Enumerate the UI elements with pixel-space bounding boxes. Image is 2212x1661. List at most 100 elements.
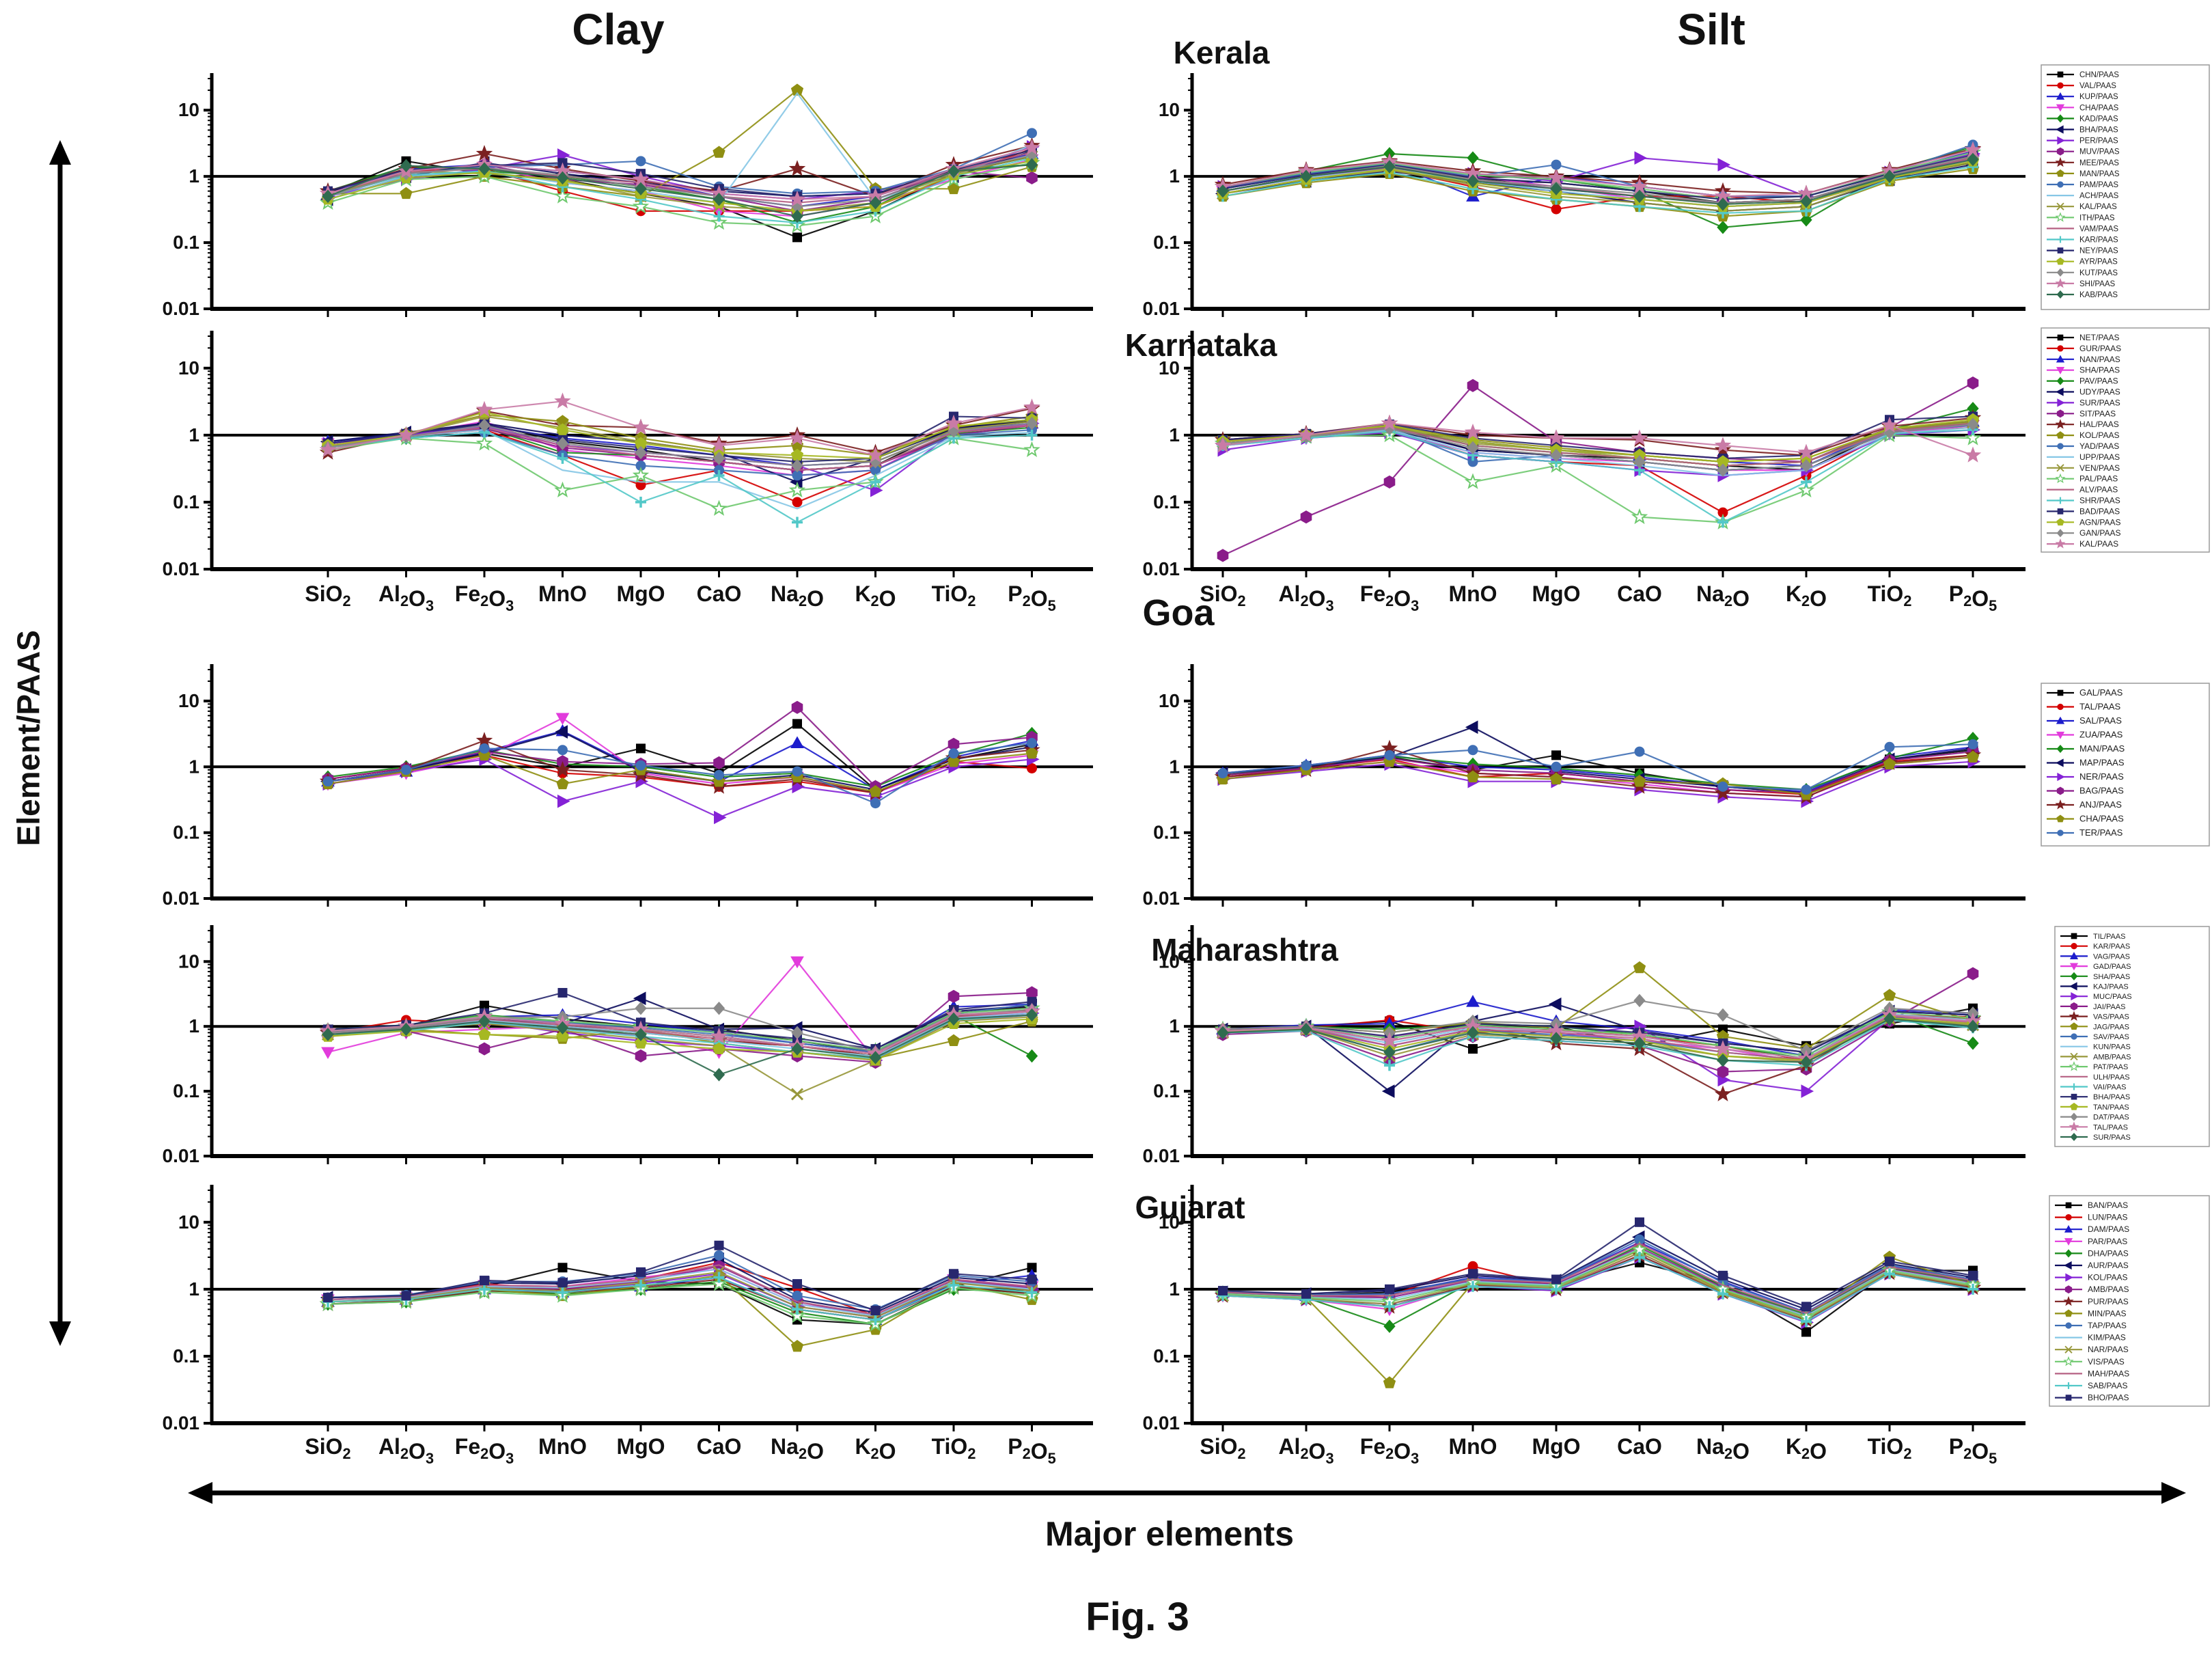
svg-text:P2O5: P2O5 [1008,581,1055,614]
svg-text:SHR/PAAS: SHR/PAAS [2079,496,2120,506]
svg-text:LUN/PAAS: LUN/PAAS [2088,1213,2127,1222]
svg-text:0.01: 0.01 [1143,1412,1180,1433]
svg-text:0.01: 0.01 [163,1145,200,1166]
svg-text:VAM/PAAS: VAM/PAAS [2079,225,2118,233]
panel-maharashtra-clay: 10 1 0.1 0.01 [163,925,1093,1166]
figure-caption: Fig. 3 [1086,1595,1189,1639]
svg-text:DAT/PAAS: DAT/PAAS [2093,1114,2129,1122]
svg-text:PAR/PAAS: PAR/PAAS [2088,1237,2127,1246]
svg-text:AUR/PAAS: AUR/PAAS [2088,1261,2129,1270]
panel-karnataka-silt: 10 1 0.1 0.01 [1143,331,2026,579]
svg-text:JAI/PAAS: JAI/PAAS [2093,1003,2125,1011]
svg-text:SiO2: SiO2 [1200,1434,1245,1462]
svg-text:0.1: 0.1 [173,822,199,843]
svg-text:SAV/PAAS: SAV/PAAS [2093,1033,2129,1041]
svg-text:MIN/PAAS: MIN/PAAS [2088,1308,2126,1318]
svg-text:NAR/PAAS: NAR/PAAS [2088,1345,2129,1354]
svg-text:KIM/PAAS: KIM/PAAS [2088,1333,2126,1343]
svg-text:UPP/PAAS: UPP/PAAS [2079,452,2120,462]
svg-text:SHA/PAAS: SHA/PAAS [2093,973,2130,981]
svg-text:CaO: CaO [697,581,742,606]
svg-text:TiO2: TiO2 [1868,1434,1912,1462]
svg-text:Na2O: Na2O [771,581,824,611]
svg-text:10: 10 [178,357,199,379]
svg-text:0.01: 0.01 [1143,888,1180,909]
svg-text:SiO2: SiO2 [305,581,350,609]
svg-text:AYR/PAAS: AYR/PAAS [2079,258,2118,266]
svg-text:ACH/PAAS: ACH/PAAS [2079,192,2119,200]
svg-text:TIL/PAAS: TIL/PAAS [2093,933,2125,941]
svg-text:0.1: 0.1 [1153,822,1180,843]
panel-goa-clay: 10 1 0.1 0.01 [163,664,1093,909]
svg-text:TER/PAAS: TER/PAAS [2079,827,2123,838]
svg-text:1: 1 [189,1278,199,1300]
svg-text:KAL/PAAS: KAL/PAAS [2079,203,2117,211]
svg-text:10: 10 [1159,357,1180,379]
svg-text:KUT/PAAS: KUT/PAAS [2079,269,2118,277]
svg-text:NET/PAAS: NET/PAAS [2079,333,2119,342]
svg-text:KAJ/PAAS: KAJ/PAAS [2093,983,2129,991]
arrowhead-right [2161,1482,2186,1504]
legend-karnataka: NET/PAAS GUR/PAAS NAN/PAAS SHA/PAASPAV/PAAS… [2041,327,2210,553]
svg-text:K2O: K2O [855,581,896,611]
svg-text:PER/PAAS: PER/PAAS [2079,137,2118,146]
svg-text:0.01: 0.01 [163,298,200,319]
svg-text:10: 10 [1159,99,1180,120]
svg-text:DHA/PAAS: DHA/PAAS [2088,1248,2129,1258]
silt-column-title: Silt [1677,5,1745,54]
svg-text:Fe2O3: Fe2O3 [1360,581,1419,614]
svg-text:1: 1 [1169,424,1180,445]
svg-text:P2O5: P2O5 [1008,1434,1055,1467]
svg-text:SHI/PAAS: SHI/PAAS [2079,280,2116,288]
svg-text:0.1: 0.1 [173,1080,199,1101]
svg-text:BAN/PAAS: BAN/PAAS [2088,1200,2128,1210]
svg-text:NAN/PAAS: NAN/PAAS [2079,355,2120,364]
svg-text:Fe2O3: Fe2O3 [455,1434,514,1467]
svg-text:UDY/PAAS: UDY/PAAS [2079,387,2120,397]
svg-text:MUC/PAAS: MUC/PAAS [2093,993,2132,1001]
svg-text:0.1: 0.1 [173,232,199,253]
svg-text:KAB/PAAS: KAB/PAAS [2079,291,2118,299]
svg-text:ANJ/PAAS: ANJ/PAAS [2079,799,2122,810]
svg-text:MUV/PAAS: MUV/PAAS [2079,148,2120,156]
svg-text:BHA/PAAS: BHA/PAAS [2093,1093,2130,1101]
svg-text:SiO2: SiO2 [1200,581,1245,609]
svg-text:GAN/PAAS: GAN/PAAS [2079,528,2120,538]
svg-text:HAL/PAAS: HAL/PAAS [2079,420,2119,429]
svg-text:GUR/PAAS: GUR/PAAS [2079,344,2121,353]
svg-text:KAL/PAAS: KAL/PAAS [2079,539,2118,549]
svg-text:ALV/PAAS: ALV/PAAS [2079,485,2118,495]
svg-text:1: 1 [189,1015,199,1037]
clay-column-title: Clay [572,5,665,54]
svg-text:Al2O3: Al2O3 [378,581,434,614]
svg-text:ZUA/PAAS: ZUA/PAAS [2079,730,2123,740]
svg-text:BHA/PAAS: BHA/PAAS [2079,126,2118,135]
svg-text:TiO2: TiO2 [932,581,976,609]
x-category-labels-clay-row5: SiO2 Al2O3 Fe2O3 MnO MgO CaO Na2O K2O TiO2 P2O5 [305,1434,1055,1467]
svg-text:1: 1 [189,165,199,187]
svg-text:SUR/PAAS: SUR/PAAS [2079,398,2120,407]
svg-text:MAH/PAAS: MAH/PAAS [2088,1369,2129,1378]
svg-text:PAL/PAAS: PAL/PAAS [2079,474,2118,484]
arrowhead-left [188,1482,212,1504]
svg-text:0.1: 0.1 [1153,1080,1180,1101]
svg-text:ULH/PAAS: ULH/PAAS [2093,1073,2130,1082]
panel-maharashtra-silt: 10 1 0.1 0.01 [1143,925,2026,1166]
arrowhead-up [49,140,71,165]
svg-text:K2O: K2O [1786,1434,1827,1464]
svg-text:0.01: 0.01 [1143,298,1180,319]
svg-text:SAB/PAAS: SAB/PAAS [2088,1381,2127,1390]
svg-text:0.01: 0.01 [163,888,200,909]
svg-text:PUR/PAAS: PUR/PAAS [2088,1297,2129,1306]
svg-text:YAD/PAAS: YAD/PAAS [2079,441,2119,451]
svg-text:10: 10 [1159,1211,1180,1233]
svg-text:1: 1 [1169,1278,1180,1300]
svg-text:VAS/PAAS: VAS/PAAS [2093,1013,2129,1021]
svg-text:PAV/PAAS: PAV/PAAS [2079,376,2118,386]
svg-text:0.1: 0.1 [1153,1345,1180,1367]
svg-text:TAL/PAAS: TAL/PAAS [2093,1123,2128,1131]
svg-text:0.01: 0.01 [1143,558,1180,579]
svg-text:JAG/PAAS: JAG/PAAS [2093,1023,2129,1031]
